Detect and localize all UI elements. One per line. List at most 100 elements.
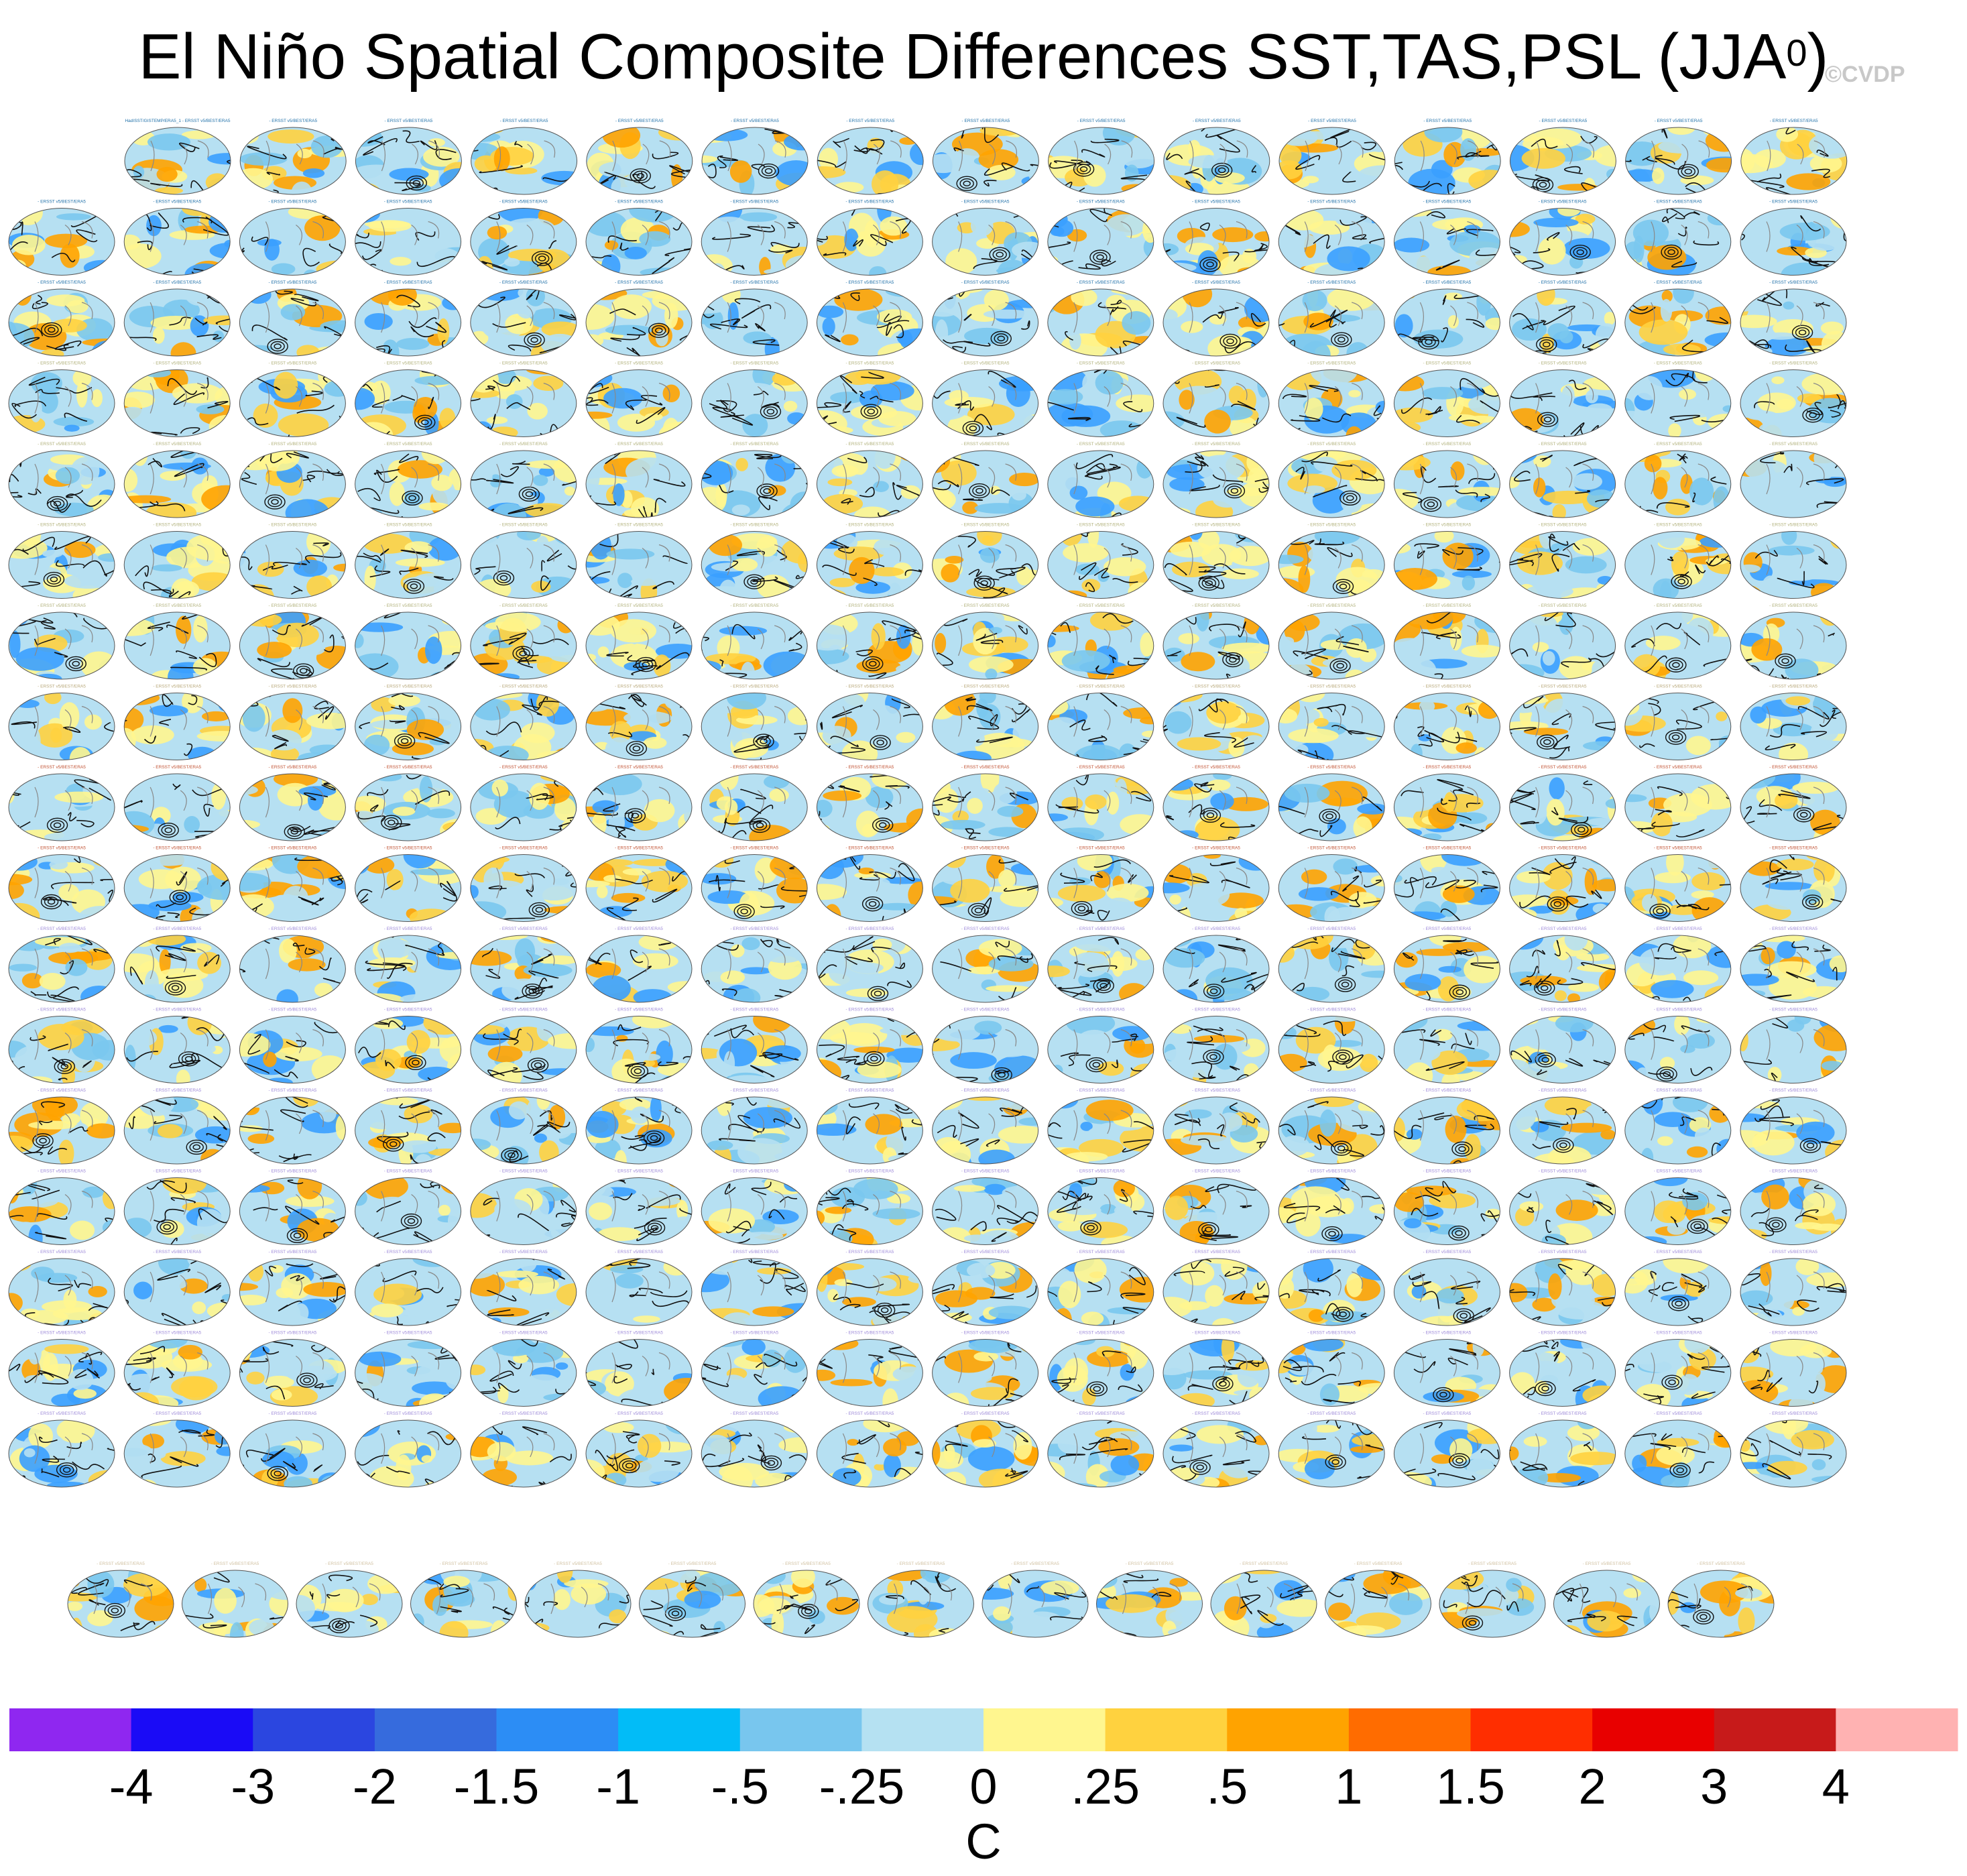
map-panel: - ERSST v5/BEST/ERA5: [355, 200, 462, 276]
panel-label: - ERSST v5/BEST/ERA5: [1769, 523, 1817, 528]
anomaly-patch: [276, 989, 298, 1002]
anomaly-patch: [1210, 793, 1234, 810]
map-border: [470, 208, 577, 276]
psl-contour: [1313, 234, 1331, 249]
anomaly-patch: [1587, 818, 1613, 826]
anomaly-patch: [1740, 148, 1755, 174]
anomaly-patch: [355, 811, 379, 831]
pressure-centre-contour: [412, 180, 420, 186]
anomaly-patch: [739, 212, 778, 222]
anomaly-patch: [1624, 699, 1640, 715]
panel-label: - ERSST v5/BEST/ERA5: [385, 119, 433, 123]
psl-contour: [1584, 693, 1605, 697]
panel-grid: HadISST/GISTEMP/ERA5_1 - ERSST v5/BEST/E…: [8, 119, 1848, 1638]
anomaly-patch: [1069, 485, 1088, 500]
psl-contour: [1711, 917, 1724, 922]
anomaly-patch: [389, 481, 405, 506]
map-border: [355, 208, 462, 276]
anomaly-patch: [540, 935, 577, 943]
panel-label: - ERSST v5/BEST/ERA5: [1192, 685, 1240, 689]
psl-contour: [1834, 775, 1846, 784]
anomaly-patch: [822, 317, 835, 336]
anomaly-patch: [139, 994, 156, 1002]
psl-contour: [1278, 673, 1282, 679]
anomaly-patch: [282, 698, 303, 723]
anomaly-patch: [1624, 794, 1647, 803]
psl-contour: [1756, 173, 1782, 183]
anomaly-patch: [729, 160, 752, 183]
anomaly-patch: [817, 410, 847, 437]
anomaly-patch: [278, 938, 297, 963]
anomaly-patch: [1116, 394, 1154, 413]
anomaly-patch: [1442, 542, 1474, 570]
anomaly-patch: [329, 1016, 346, 1024]
psl-contour: [239, 754, 251, 760]
panel-label: - ERSST v5/BEST/ERA5: [730, 442, 778, 447]
anomaly-patch: [1557, 184, 1600, 191]
map-panel: - ERSST v5/BEST/ERA5: [585, 523, 693, 599]
anomaly-patch: [491, 779, 509, 797]
anomaly-patch: [1706, 945, 1731, 968]
panel-label: - ERSST v5/BEST/ERA5: [38, 603, 86, 608]
coastline: [958, 221, 1017, 252]
anomaly-patch: [355, 127, 381, 147]
panel-label: - ERSST v5/BEST/ERA5: [1769, 685, 1817, 689]
psl-contour: [797, 127, 808, 133]
anomaly-patch: [355, 795, 386, 813]
map-panel: - ERSST v5/BEST/ERA5: [1393, 603, 1500, 680]
anomaly-patch: [318, 795, 346, 821]
anomaly-patch: [1394, 237, 1430, 253]
anomaly-patch: [24, 1076, 53, 1083]
map-panel: - ERSST v5/BEST/ERA5: [123, 685, 231, 760]
anomaly-patch: [599, 906, 632, 918]
map-panel: - ERSST v5/BEST/ERA5: [816, 200, 923, 276]
anomaly-patch: [1783, 301, 1795, 310]
anomaly-patch: [1563, 237, 1610, 259]
anomaly-patch: [1685, 736, 1711, 756]
psl-contour: [1394, 211, 1403, 222]
map-panel: - ERSST v5/BEST/ERA5: [932, 523, 1039, 599]
coastline: [497, 140, 556, 172]
psl-contour: [1184, 168, 1206, 180]
anomaly-patch: [239, 935, 257, 949]
anomaly-patch: [440, 819, 461, 841]
map-panel: - ERSST v5/BEST/ERA5: [239, 119, 347, 195]
panel-label: - ERSST v5/BEST/ERA5: [731, 119, 779, 123]
map-panel: - ERSST v5/BEST/ERA5: [1163, 846, 1270, 922]
anomaly-patch: [526, 460, 573, 469]
anomaly-patch: [1450, 461, 1465, 481]
psl-contour: [1624, 756, 1634, 760]
psl-contour: [1278, 914, 1280, 922]
anomaly-patch: [727, 693, 767, 710]
anomaly-patch: [981, 535, 994, 544]
anomaly-patch: [641, 1053, 661, 1061]
psl-contour: [1254, 916, 1269, 922]
anomaly-patch: [1050, 717, 1077, 730]
pressure-centre-contour: [1079, 166, 1088, 172]
pressure-centre-contour: [996, 251, 1004, 257]
panel-label: - ERSST v5/BEST/ERA5: [962, 119, 1010, 123]
anomaly-patch: [355, 182, 382, 194]
panel-label: - ERSST v5/BEST/ERA5: [1307, 603, 1356, 608]
anomaly-patch: [9, 782, 15, 804]
map-panel: - ERSST v5/BEST/ERA5: [1509, 119, 1616, 195]
panel-label: - ERSST v5/BEST/ERA5: [1192, 765, 1240, 770]
panel-label: - ERSST v5/BEST/ERA5: [1654, 200, 1702, 204]
anomaly-patch: [1394, 638, 1425, 650]
anomaly-patch: [1163, 506, 1191, 518]
panel-label: - ERSST v5/BEST/ERA5: [153, 280, 201, 285]
anomaly-patch: [1588, 854, 1616, 866]
panel-label: - ERSST v5/BEST/ERA5: [961, 442, 1010, 447]
psl-contour: [1012, 208, 1038, 211]
map-panel: - ERSST v5/BEST/ERA5: [932, 280, 1039, 357]
anomaly-patch: [86, 774, 115, 784]
anomaly-patch: [1673, 289, 1694, 304]
anomaly-patch: [552, 455, 577, 483]
anomaly-patch: [193, 615, 208, 643]
anomaly-patch: [908, 422, 923, 437]
anomaly-patch: [309, 744, 345, 756]
anomaly-patch: [1440, 900, 1457, 917]
panel-label: - ERSST v5/BEST/ERA5: [153, 523, 201, 528]
anomaly-patch: [124, 234, 141, 250]
map-panel: - ERSST v5/BEST/ERA5: [8, 280, 115, 357]
